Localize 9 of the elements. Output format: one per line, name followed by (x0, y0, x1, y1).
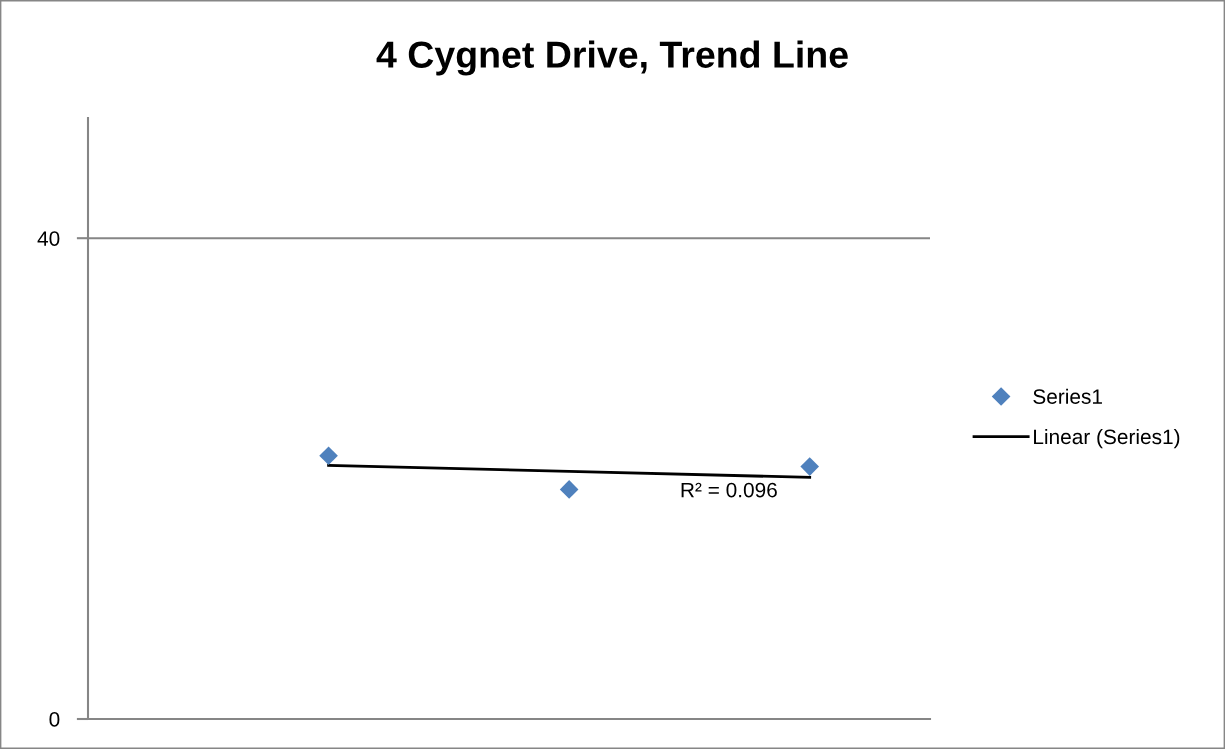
point (319, 446, 338, 466)
y-tick-label: 0 (49, 712, 60, 727)
point (559, 480, 579, 499)
legend-label: Linear (Series1) (1034, 428, 1180, 449)
annotation: R² = 0.096 (681, 482, 777, 498)
legend-label: Series1 (1033, 388, 1102, 404)
chart-title: 4 Cygnet Drive, Trend Line (376, 40, 848, 76)
point (800, 457, 820, 476)
y-tick-label: 40 (37, 231, 60, 246)
